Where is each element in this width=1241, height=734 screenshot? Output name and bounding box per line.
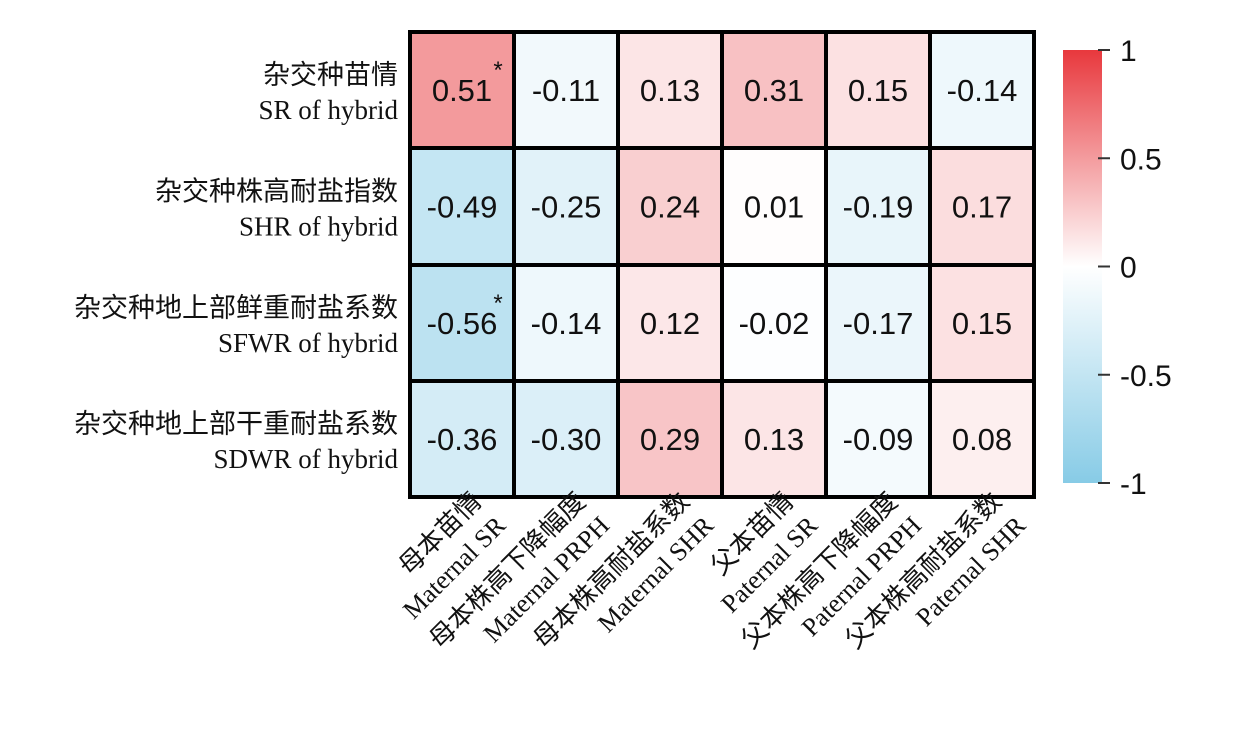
cell-rect xyxy=(826,265,930,381)
cell-rect xyxy=(410,265,514,381)
heatmap-cell: 0.15 xyxy=(826,32,930,148)
cell-rect xyxy=(514,381,618,497)
heatmap-grid xyxy=(408,30,1036,499)
heatmap-cell: -0.25 xyxy=(514,148,618,265)
cell-value: 0.12 xyxy=(640,306,700,341)
colorbar-tick-label: -0.5 xyxy=(1120,360,1172,393)
cell-value: 0.08 xyxy=(952,422,1012,457)
cell-rect xyxy=(618,265,722,381)
heatmap-cell: -0.56* xyxy=(410,265,514,381)
cell-value: 0.01 xyxy=(744,190,804,225)
heatmap-cell: 0.24 xyxy=(618,148,722,265)
cell-value: -0.09 xyxy=(843,422,914,457)
cell-value: 0.51 xyxy=(432,73,492,108)
cell-value: -0.17 xyxy=(843,306,914,341)
heatmap-cell: -0.17 xyxy=(826,265,930,381)
heatmap-cell: -0.49 xyxy=(410,148,514,265)
cell-rect xyxy=(618,148,722,265)
colorbar-tick-label: 0 xyxy=(1120,252,1137,285)
cell-rect xyxy=(514,148,618,265)
heatmap-cell: 0.08 xyxy=(930,381,1034,497)
colorbar-gradient xyxy=(1063,50,1102,483)
heatmap-cell: -0.11 xyxy=(514,32,618,148)
heatmap-cell: 0.51* xyxy=(410,32,514,148)
colorbar: 1 0.5 0 -0.5 -1 xyxy=(1063,35,1172,501)
cell-value: -0.30 xyxy=(531,422,602,457)
heatmap-cell: 0.12 xyxy=(618,265,722,381)
cell-rect xyxy=(826,148,930,265)
colorbar-tick-label: 1 xyxy=(1120,35,1137,68)
cell-value: -0.25 xyxy=(531,190,602,225)
colorbar-tick-label: -1 xyxy=(1120,468,1147,501)
cell-rect xyxy=(930,32,1034,148)
cell-value: -0.36 xyxy=(427,422,498,457)
heatmap-cell: -0.09 xyxy=(826,381,930,497)
heatmap-cell: 0.15 xyxy=(930,265,1034,381)
cell-rect xyxy=(930,265,1034,381)
cell-value: -0.14 xyxy=(947,73,1018,108)
colorbar-tick-label: 0.5 xyxy=(1120,143,1162,176)
cell-value: 0.31 xyxy=(744,73,804,108)
cell-value: -0.49 xyxy=(427,190,498,225)
cell-rect xyxy=(722,265,826,381)
cell-rect xyxy=(722,32,826,148)
heatmap-cell: -0.30 xyxy=(514,381,618,497)
cell-rect xyxy=(410,32,514,148)
cell-value: 0.13 xyxy=(744,422,804,457)
heatmap-cell: -0.36 xyxy=(410,381,514,497)
heatmap-cell: 0.17 xyxy=(930,148,1034,265)
cell-rect xyxy=(826,381,930,497)
row-label-en: SFWR of hybrid xyxy=(218,328,399,358)
row-labels: 杂交种苗情 SR of hybrid 杂交种株高耐盐指数 SHR of hybrid 杂… xyxy=(74,60,398,474)
heatmap-cell: -0.14 xyxy=(930,32,1034,148)
cell-value: 0.15 xyxy=(952,306,1012,341)
significance-mark: * xyxy=(493,57,502,84)
cell-rect xyxy=(618,32,722,148)
cell-rect xyxy=(722,381,826,497)
heatmap-cell: 0.29 xyxy=(618,381,722,497)
row-label-en: SHR of hybrid xyxy=(239,212,399,242)
row-label-zh: 杂交种株高耐盐指数 xyxy=(155,177,398,207)
heatmap-cell: 0.13 xyxy=(618,32,722,148)
heatmap-cell: 0.01 xyxy=(722,148,826,265)
cell-rect xyxy=(826,32,930,148)
cell-value: -0.11 xyxy=(532,73,600,108)
cell-rect xyxy=(722,148,826,265)
heatmap-cell: -0.19 xyxy=(826,148,930,265)
cell-value: 0.13 xyxy=(640,73,700,108)
heatmap-cells: 0.51*-0.11 0.13 0.31 0.15 -0.14-0.49 -0.25 0.2… xyxy=(410,32,1034,497)
row-label-zh: 杂交种苗情 xyxy=(263,60,398,90)
heatmap-cell: -0.02 xyxy=(722,265,826,381)
heatmap-cell: 0.13 xyxy=(722,381,826,497)
cell-rect xyxy=(618,381,722,497)
cell-value: 0.24 xyxy=(640,190,700,225)
cell-value: -0.56 xyxy=(427,306,498,341)
cell-value: 0.15 xyxy=(848,73,908,108)
row-label-en: SR of hybrid xyxy=(258,95,398,125)
significance-mark: * xyxy=(493,290,502,317)
cell-rect xyxy=(930,148,1034,265)
heatmap-cell: -0.14 xyxy=(514,265,618,381)
cell-value: 0.17 xyxy=(952,190,1012,225)
cell-value: 0.29 xyxy=(640,422,700,457)
cell-rect xyxy=(930,381,1034,497)
heatmap-cell: 0.31 xyxy=(722,32,826,148)
cell-rect xyxy=(514,265,618,381)
cell-value: -0.02 xyxy=(739,306,810,341)
cell-rect xyxy=(410,148,514,265)
row-label-en: SDWR of hybrid xyxy=(214,444,399,474)
cell-rect xyxy=(410,381,514,497)
cell-rect xyxy=(514,32,618,148)
cell-value: -0.19 xyxy=(843,190,914,225)
row-label-zh: 杂交种地上部鲜重耐盐系数 xyxy=(74,293,398,323)
row-label-zh: 杂交种地上部干重耐盐系数 xyxy=(74,409,398,439)
cell-value: -0.14 xyxy=(531,306,602,341)
